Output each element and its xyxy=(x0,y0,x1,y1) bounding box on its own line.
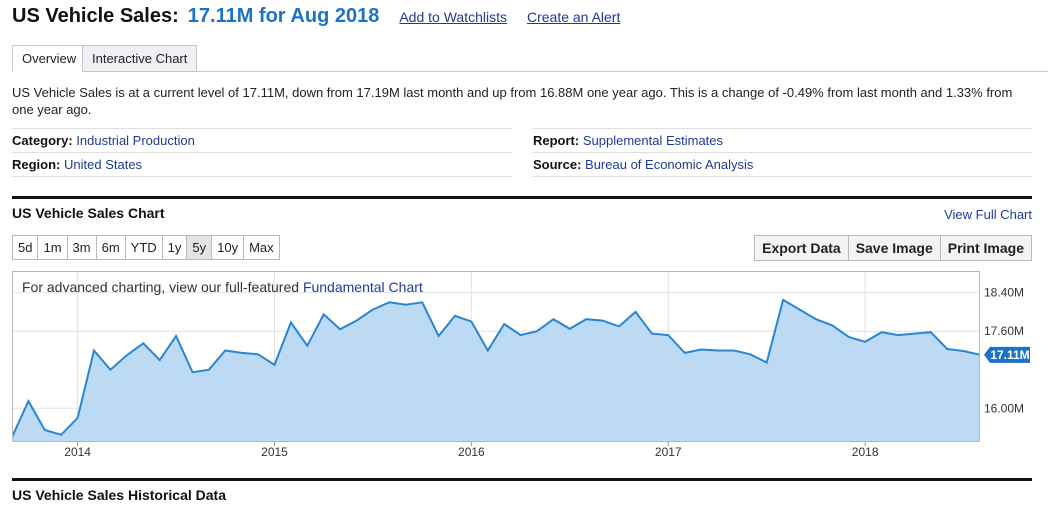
divider xyxy=(12,128,512,129)
range-button-3m[interactable]: 3m xyxy=(66,235,97,260)
current-value-badge: 17.11M xyxy=(984,346,1030,363)
range-button-1y[interactable]: 1y xyxy=(161,235,188,260)
tab-bar: Overview Interactive Chart xyxy=(12,45,1048,72)
range-button-6m[interactable]: 6m xyxy=(95,235,126,260)
source-row: Source: Bureau of Economic Analysis xyxy=(533,157,753,172)
y-tick-label: 16.00M xyxy=(984,401,1024,415)
chart-area: 2014 2015 2016 2017 2018 16.00M 17.60M 18.40M 17… xyxy=(12,271,1048,461)
add-to-watchlists-link[interactable]: Add to Watchlists xyxy=(399,9,507,25)
advanced-charting-text: For advanced charting, view our full-fea… xyxy=(22,279,303,295)
page-header: US Vehicle Sales: 17.11M for Aug 2018 Ad… xyxy=(12,5,620,28)
series-line xyxy=(12,298,981,438)
range-button-5y[interactable]: 5y xyxy=(186,235,213,260)
chart-frame xyxy=(12,271,980,442)
summary-text: US Vehicle Sales is at a current level o… xyxy=(12,85,1013,117)
source-label: Source: xyxy=(533,157,582,172)
section-rule xyxy=(12,196,1032,199)
source-link[interactable]: Bureau of Economic Analysis xyxy=(585,157,754,172)
category-row: Category: Industrial Production xyxy=(12,133,195,148)
range-selector: 5d 1m 3m 6m YTD 1y 5y 10y Max xyxy=(12,235,280,260)
range-button-5d[interactable]: 5d xyxy=(12,235,39,260)
region-link[interactable]: United States xyxy=(64,157,143,172)
tab-overview[interactable]: Overview xyxy=(12,45,87,72)
current-value-pointer xyxy=(984,346,1030,363)
header-links: Add to Watchlists Create an Alert xyxy=(399,9,620,25)
divider xyxy=(12,152,512,153)
report-label: Report: xyxy=(533,133,580,148)
export-data-button[interactable]: Export Data xyxy=(754,235,849,261)
range-button-10y[interactable]: 10y xyxy=(211,235,245,260)
region-row: Region: United States xyxy=(12,157,142,172)
section-rule xyxy=(12,478,1032,481)
series-area xyxy=(12,299,980,442)
chart-section-title: US Vehicle Sales Chart xyxy=(12,205,165,221)
x-tick-label: 2015 xyxy=(261,445,288,459)
range-button-1m[interactable]: 1m xyxy=(37,235,68,260)
vehicle-sales-chart[interactable]: 2014 2015 2016 2017 2018 16.00M 17.60M 18.40M 17… xyxy=(12,271,1048,461)
range-button-ytd[interactable]: YTD xyxy=(124,235,163,260)
report-link[interactable]: Supplemental Estimates xyxy=(582,133,724,148)
divider xyxy=(533,128,1032,129)
page-title: US Vehicle Sales: xyxy=(12,5,179,27)
divider xyxy=(12,176,512,177)
y-tick-label: 17.60M xyxy=(984,324,1024,338)
y-tick-label: 18.40M xyxy=(984,286,1024,300)
divider xyxy=(533,152,1032,153)
save-image-button[interactable]: Save Image xyxy=(847,235,941,261)
view-full-chart-link[interactable]: View Full Chart xyxy=(944,207,1032,222)
chart-actions: Export Data Save Image Print Image xyxy=(754,235,1032,261)
fundamental-chart-link[interactable]: Fundamental Chart xyxy=(302,279,423,295)
historical-section-title: US Vehicle Sales Historical Data xyxy=(12,487,226,503)
category-link[interactable]: Industrial Production xyxy=(76,133,195,148)
current-value-label: 17.11M xyxy=(990,348,1029,362)
report-row: Report: Supplemental Estimates xyxy=(533,133,723,148)
x-tick-label: 2018 xyxy=(852,445,879,459)
category-label: Category: xyxy=(12,133,73,148)
print-image-button[interactable]: Print Image xyxy=(939,235,1032,261)
advanced-charting-note: For advanced charting, view our full-fea… xyxy=(22,279,423,295)
current-value: 17.11M for Aug 2018 xyxy=(187,5,380,27)
region-label: Region: xyxy=(12,157,61,172)
range-button-max[interactable]: Max xyxy=(243,235,280,260)
x-tick-label: 2014 xyxy=(64,445,91,459)
divider xyxy=(533,176,1032,177)
x-tick-label: 2017 xyxy=(655,445,682,459)
create-alert-link[interactable]: Create an Alert xyxy=(526,9,621,25)
x-tick-label: 2016 xyxy=(458,445,485,459)
tab-interactive-chart[interactable]: Interactive Chart xyxy=(82,45,198,72)
